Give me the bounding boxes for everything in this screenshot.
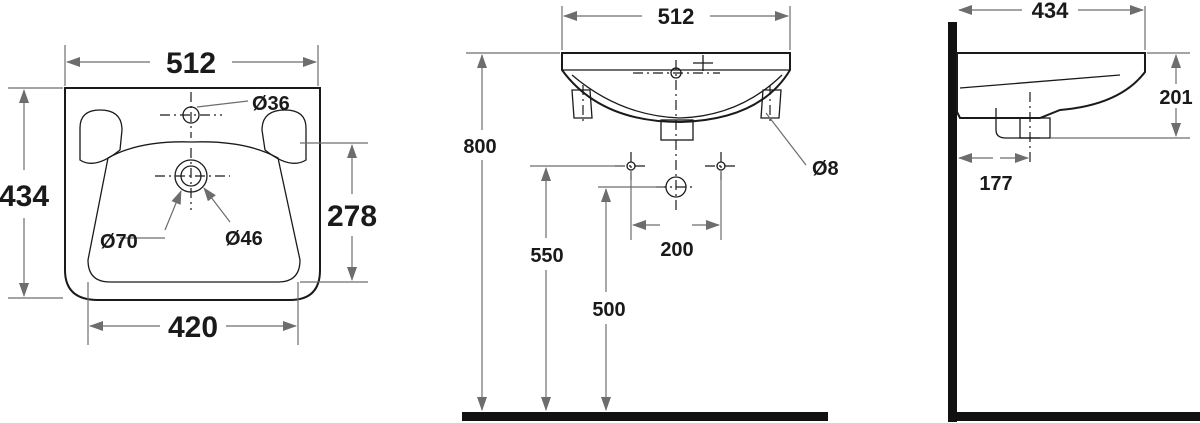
drain-outer-diameter-label: Ø70 [100, 231, 138, 253]
side-view: 512 800 Ø8 200 550 500 [462, 4, 839, 421]
floor-line [462, 412, 828, 421]
right-armrest [261, 109, 307, 164]
profile-drain-offset-label: 177 [979, 173, 1012, 195]
profile-depth-label: 434 [1032, 0, 1069, 23]
bowl-depth-label: 278 [327, 200, 377, 233]
fixing-distance-label: 200 [660, 239, 693, 261]
front-view: 512 434 Ø36 Ø70 Ø46 278 420 [0, 45, 377, 345]
basin-bowl [87, 141, 301, 283]
basin-front-outline [64, 87, 321, 301]
profile-bowl-height-label: 201 [1159, 87, 1192, 109]
fixing-height-label: 550 [530, 245, 563, 267]
fixing-hole-diameter-label: Ø8 [812, 158, 839, 180]
drain-height-label: 500 [592, 299, 625, 321]
drain-spigot [660, 119, 694, 141]
side-width-label: 512 [658, 4, 695, 29]
drain-inner-diameter-label: Ø46 [225, 228, 263, 250]
tap-hole-diameter-label: Ø36 [252, 93, 290, 115]
bottom-width-label: 420 [168, 311, 218, 344]
left-bracket [571, 89, 593, 119]
left-armrest [79, 109, 123, 164]
basin-side-outline [561, 52, 791, 124]
front-width-label: 512 [166, 47, 216, 80]
front-height-label: 434 [0, 180, 49, 213]
profile-drain-spigot [1019, 117, 1051, 139]
profile-floor-line [948, 412, 1200, 421]
wall-line [948, 22, 957, 422]
mount-height-label: 800 [463, 136, 496, 158]
profile-view: 434 201 177 [948, 0, 1200, 422]
right-bracket [760, 89, 782, 119]
